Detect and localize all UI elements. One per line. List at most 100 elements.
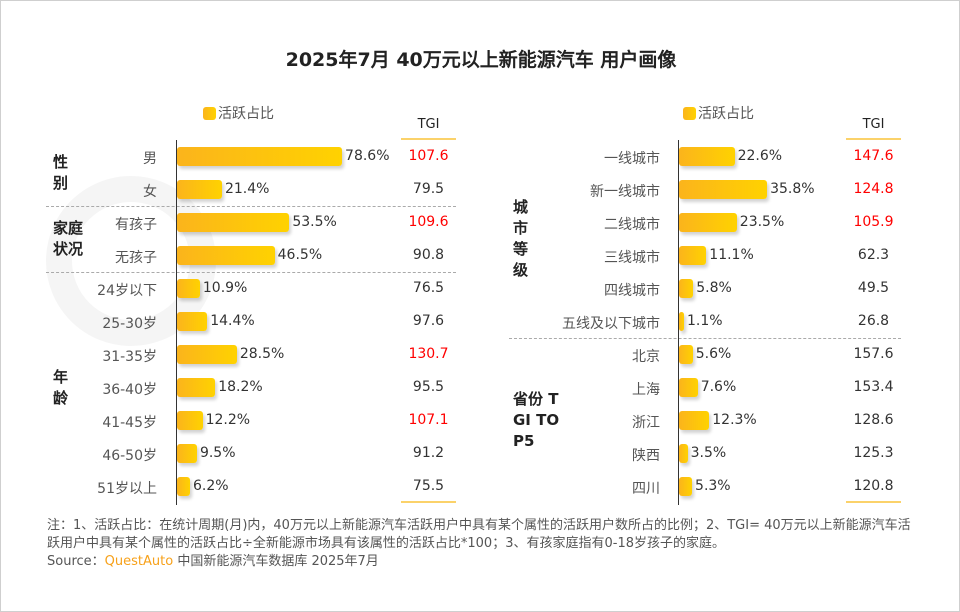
- tgi-value: 95.5: [412, 378, 445, 395]
- data-label: 14.4%: [210, 312, 255, 329]
- category-label: 31-35岁: [102, 348, 157, 365]
- source-brand: QuestAuto: [104, 554, 174, 569]
- legend-left: 活跃占比: [203, 103, 274, 123]
- category-label: 三线城市: [604, 249, 660, 266]
- tgi-value: 91.2: [412, 444, 445, 461]
- legend-label: 活跃占比: [698, 106, 754, 122]
- notes: 注：1、活跃占比：在统计周期(月)内，40万元以上新能源汽车活跃用户中具有某个属…: [47, 517, 917, 571]
- tgi-value: 49.5: [857, 279, 890, 296]
- bar: [177, 444, 197, 463]
- tgi-value: 128.6: [853, 411, 894, 428]
- category-label: 41-45岁: [102, 414, 157, 431]
- tgi-value: 90.8: [412, 246, 445, 263]
- tgi-value: 76.5: [412, 279, 445, 296]
- bar: [177, 477, 191, 496]
- data-label: 23.5%: [739, 213, 785, 230]
- data-label: 11.1%: [709, 246, 754, 263]
- tgi-value: 147.6: [853, 147, 894, 164]
- category-label: 有孩子: [115, 216, 157, 233]
- category-label: 25-30岁: [102, 315, 157, 332]
- category-label: 36-40岁: [102, 381, 157, 398]
- tgi-value: 26.8: [857, 312, 890, 329]
- category-label: 浙江: [632, 414, 660, 431]
- bar: [177, 213, 290, 232]
- page-title: 2025年7月 40万元以上新能源汽车 用户画像: [285, 49, 677, 71]
- bar: [177, 345, 237, 364]
- data-label: 12.2%: [205, 411, 251, 428]
- bar: [679, 444, 688, 463]
- category-label: 四川: [632, 480, 660, 497]
- category-label: 二线城市: [604, 216, 660, 233]
- category-label: 男: [143, 150, 157, 167]
- data-label: 5.8%: [696, 279, 732, 296]
- data-label: 1.1%: [687, 312, 723, 329]
- bar: [177, 180, 222, 199]
- bar: [177, 279, 200, 298]
- category-label: 46-50岁: [102, 447, 157, 464]
- data-label: 28.5%: [239, 345, 285, 362]
- bar: [679, 378, 698, 397]
- data-label: 5.3%: [695, 477, 731, 494]
- tgi-value: 79.5: [412, 180, 445, 197]
- bar: [177, 378, 216, 397]
- bar: [177, 411, 203, 430]
- bar: [679, 477, 693, 496]
- tgi-value: 107.6: [408, 147, 449, 164]
- bar: [679, 312, 684, 331]
- legend-label: 活跃占比: [218, 106, 274, 122]
- data-label: 18.2%: [218, 378, 263, 395]
- data-label: 53.5%: [292, 213, 337, 230]
- bar: [177, 246, 275, 265]
- category-label: 一线城市: [604, 150, 660, 167]
- data-label: 78.6%: [345, 147, 390, 164]
- group-label: 性别: [53, 153, 69, 192]
- tgi-value: 62.3: [857, 246, 890, 263]
- tgi-value: 107.1: [408, 411, 449, 428]
- data-label: 6.2%: [193, 477, 229, 494]
- group-divider: [46, 272, 456, 273]
- data-label: 7.6%: [700, 378, 737, 395]
- source-line: Source：QuestAuto 中国新能源汽车数据库 2025年7月: [47, 553, 917, 571]
- data-label: 21.4%: [224, 180, 270, 197]
- tgi-value: 109.6: [408, 213, 449, 230]
- group-label: 年龄: [53, 367, 69, 407]
- tgi-value: 153.4: [853, 378, 894, 395]
- category-label: 24岁以下: [97, 282, 157, 299]
- tgi-value: 75.5: [412, 477, 445, 494]
- tgi-value: 105.9: [853, 213, 894, 230]
- group-label: 省份 TGI TOP5: [513, 390, 560, 450]
- group-divider: [46, 206, 456, 207]
- tgi-value: 124.8: [853, 180, 894, 197]
- axis-line: [678, 140, 679, 505]
- bar: [679, 345, 693, 364]
- category-label: 女: [143, 183, 157, 200]
- source-prefix: Source：: [47, 554, 105, 569]
- tgi-value: 120.8: [853, 477, 894, 494]
- bar: [679, 213, 737, 232]
- axis-line: [176, 140, 177, 505]
- tgi-footer-line: [846, 497, 901, 503]
- tgi-value: 125.3: [853, 444, 894, 461]
- bar: [679, 411, 710, 430]
- category-label: 四线城市: [604, 282, 660, 299]
- bar: [177, 312, 208, 331]
- tgi-footer-line: [401, 497, 456, 503]
- category-label: 上海: [632, 381, 660, 398]
- bar: [679, 147, 735, 166]
- data-label: 35.8%: [770, 180, 815, 197]
- data-label: 46.5%: [277, 246, 323, 263]
- category-label: 五线及以下城市: [562, 315, 660, 332]
- group-label: 城市等级: [513, 198, 529, 279]
- category-label: 陕西: [632, 447, 660, 464]
- tgi-value: 157.6: [853, 345, 894, 362]
- bar: [679, 279, 694, 298]
- data-label: 10.9%: [202, 279, 248, 296]
- category-label: 51岁以上: [97, 480, 157, 497]
- category-label: 无孩子: [115, 249, 157, 266]
- tgi-header-left: TGI: [401, 117, 456, 140]
- data-label: 22.6%: [737, 147, 783, 164]
- tgi-value: 97.6: [412, 312, 445, 329]
- tgi-header-right: TGI: [846, 117, 901, 140]
- source-text: 中国新能源汽车数据库 2025年7月: [173, 554, 379, 569]
- category-label: 新一线城市: [590, 183, 660, 200]
